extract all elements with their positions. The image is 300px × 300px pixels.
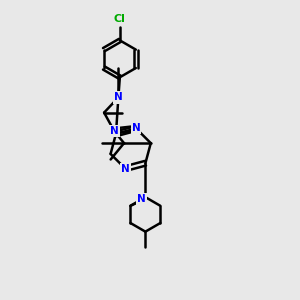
Text: Cl: Cl: [114, 14, 126, 24]
Text: N: N: [110, 126, 118, 136]
Text: N: N: [132, 123, 140, 134]
Text: N: N: [114, 92, 123, 103]
Text: N: N: [121, 164, 130, 174]
Text: N: N: [137, 194, 146, 204]
